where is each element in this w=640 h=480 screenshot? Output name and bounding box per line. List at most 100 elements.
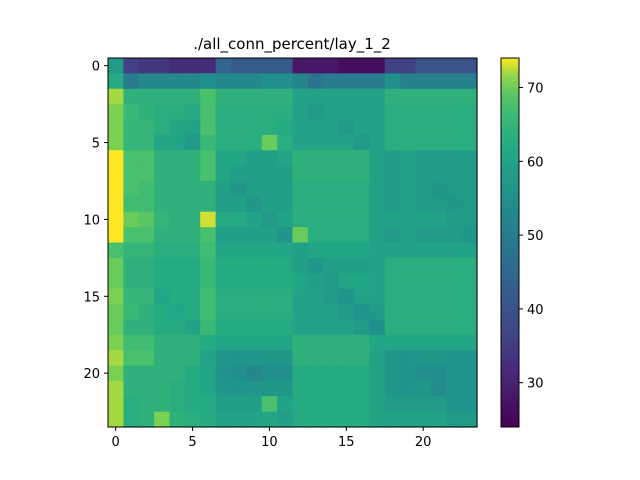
heatmap-cell bbox=[354, 396, 370, 413]
heatmap-cell bbox=[215, 396, 232, 413]
heatmap-cell bbox=[246, 257, 263, 274]
heatmap-cell bbox=[138, 58, 155, 74]
heatmap-cell bbox=[184, 150, 201, 167]
heatmap-cell bbox=[369, 380, 386, 397]
heatmap-cell bbox=[323, 165, 340, 182]
heatmap-cell bbox=[323, 196, 340, 213]
heatmap-cell bbox=[338, 165, 355, 182]
heatmap-cell bbox=[154, 58, 171, 74]
heatmap-cell bbox=[231, 396, 247, 413]
heatmap-cell bbox=[246, 350, 263, 367]
heatmap-cell bbox=[231, 242, 247, 259]
heatmap-cell bbox=[123, 350, 140, 367]
heatmap-cell bbox=[108, 150, 124, 167]
heatmap-cell bbox=[277, 134, 294, 151]
heatmap-cell bbox=[354, 104, 370, 121]
heatmap-cell bbox=[292, 58, 309, 74]
heatmap-cells bbox=[108, 58, 478, 428]
heatmap-cell bbox=[307, 380, 324, 397]
heatmap-cell bbox=[369, 273, 386, 290]
heatmap-cell bbox=[369, 150, 386, 167]
heatmap-cell bbox=[277, 242, 294, 259]
heatmap-cell bbox=[446, 134, 463, 151]
heatmap-cell bbox=[384, 150, 401, 167]
heatmap-cell bbox=[169, 119, 186, 136]
heatmap-cell bbox=[461, 350, 478, 367]
heatmap-cell bbox=[261, 165, 278, 182]
heatmap-cell bbox=[430, 88, 447, 105]
heatmap-cell bbox=[384, 227, 401, 244]
heatmap-cell bbox=[200, 58, 217, 74]
heatmap-cell bbox=[292, 73, 309, 90]
colorbar-tick-label: 70 bbox=[527, 82, 544, 97]
heatmap-cell bbox=[261, 257, 278, 274]
heatmap-cell bbox=[292, 211, 309, 228]
heatmap-cell bbox=[461, 380, 478, 397]
heatmap-cell bbox=[354, 134, 370, 151]
heatmap-cell bbox=[231, 227, 247, 244]
heatmap-cell bbox=[108, 365, 124, 382]
heatmap-cell bbox=[169, 88, 186, 105]
heatmap-cell bbox=[231, 350, 247, 367]
heatmap-cell bbox=[384, 350, 401, 367]
heatmap-cell bbox=[123, 396, 140, 413]
heatmap-cell bbox=[246, 119, 263, 136]
colorbar-tick-label: 60 bbox=[527, 155, 544, 170]
heatmap-cell bbox=[307, 288, 324, 305]
heatmap-cell bbox=[369, 134, 386, 151]
heatmap-cell bbox=[400, 227, 417, 244]
heatmap-cell bbox=[246, 58, 263, 74]
heatmap-cell bbox=[461, 196, 478, 213]
heatmap-cell bbox=[215, 165, 232, 182]
heatmap-cell bbox=[384, 257, 401, 274]
heatmap-cell bbox=[400, 134, 417, 151]
heatmap-cell bbox=[446, 257, 463, 274]
heatmap-cell bbox=[338, 134, 355, 151]
heatmap-cell bbox=[154, 396, 171, 413]
heatmap-cell bbox=[261, 211, 278, 228]
heatmap-cell bbox=[277, 257, 294, 274]
heatmap-cell bbox=[307, 411, 324, 428]
heatmap-cell bbox=[277, 227, 294, 244]
heatmap-cell bbox=[246, 396, 263, 413]
heatmap-cell bbox=[246, 365, 263, 382]
heatmap-cell bbox=[261, 319, 278, 336]
heatmap-cell bbox=[138, 150, 155, 167]
heatmap-cell bbox=[169, 134, 186, 151]
heatmap-cell bbox=[354, 334, 370, 351]
heatmap-cell bbox=[369, 165, 386, 182]
heatmap-cell bbox=[184, 211, 201, 228]
heatmap-cell bbox=[277, 119, 294, 136]
heatmap-cell bbox=[231, 365, 247, 382]
heatmap-cell bbox=[446, 242, 463, 259]
heatmap-cell bbox=[231, 304, 247, 320]
heatmap-cell bbox=[246, 150, 263, 167]
heatmap-cell bbox=[277, 104, 294, 121]
heatmap-cell bbox=[277, 350, 294, 367]
heatmap-cell bbox=[430, 273, 447, 290]
heatmap-cell bbox=[138, 304, 155, 320]
heatmap-cell bbox=[231, 257, 247, 274]
heatmap-cell bbox=[169, 227, 186, 244]
heatmap-cell bbox=[277, 88, 294, 105]
heatmap-cell bbox=[108, 257, 124, 274]
heatmap-cell bbox=[169, 273, 186, 290]
heatmap-cell bbox=[169, 365, 186, 382]
heatmap-cell bbox=[338, 104, 355, 121]
heatmap-cell bbox=[277, 273, 294, 290]
heatmap-cell bbox=[261, 242, 278, 259]
heatmap-cell bbox=[200, 411, 217, 428]
heatmap-cell bbox=[446, 150, 463, 167]
heatmap-cell bbox=[323, 396, 340, 413]
heatmap-cell bbox=[138, 334, 155, 351]
heatmap-cell bbox=[261, 334, 278, 351]
heatmap-cell bbox=[138, 181, 155, 197]
heatmap-cell bbox=[277, 411, 294, 428]
heatmap-cell bbox=[215, 150, 232, 167]
heatmap-cell bbox=[184, 273, 201, 290]
heatmap-cell bbox=[169, 165, 186, 182]
heatmap-cell bbox=[200, 104, 217, 121]
heatmap-cell bbox=[323, 227, 340, 244]
heatmap-cell bbox=[138, 273, 155, 290]
heatmap-cell bbox=[461, 88, 478, 105]
